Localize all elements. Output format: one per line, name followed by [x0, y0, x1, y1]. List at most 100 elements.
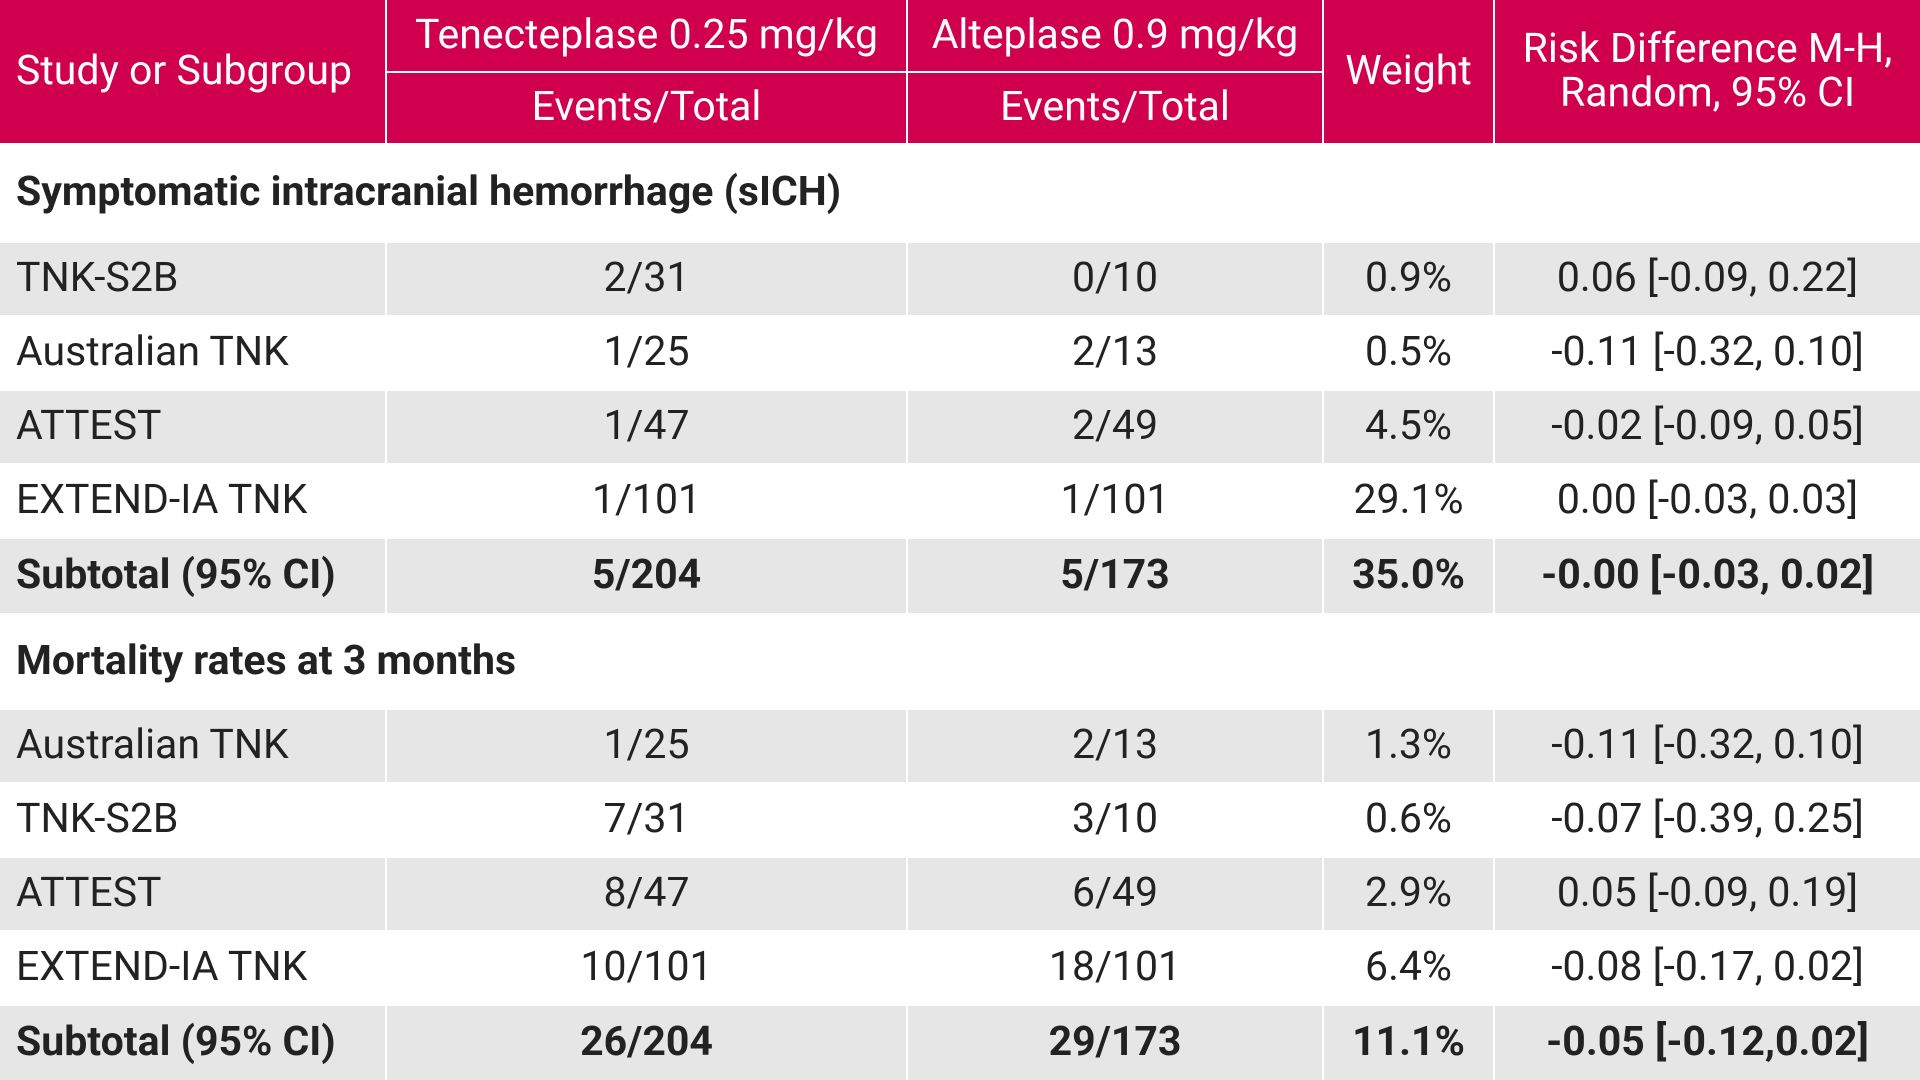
table-cell: EXTEND-IA TNK — [0, 465, 385, 537]
cell-text: TNK-S2B — [16, 795, 179, 844]
cell-text: -0.07 [-0.39, 0.25] — [1551, 795, 1864, 844]
cell-text: EXTEND-IA TNK — [16, 476, 308, 525]
table-cell: TNK-S2B — [0, 784, 385, 856]
table-cell: 0.9% — [1324, 243, 1493, 315]
cell-text: 3/10 — [1071, 795, 1159, 844]
cell-text: -0.00 [-0.03, 0.02] — [1541, 551, 1874, 600]
cell-text: Australian TNK — [16, 328, 289, 377]
header-cell: Events/Total — [908, 73, 1322, 143]
cell-text: 0.05 [-0.09, 0.19] — [1556, 869, 1859, 918]
section-title: Mortality rates at 3 months — [0, 613, 1920, 710]
section-title: Symptomatic intracranial hemorrhage (sIC… — [0, 143, 1920, 243]
table-cell: 1/101 — [908, 465, 1322, 537]
subtotal-cell: 29/173 — [908, 1006, 1322, 1080]
table-cell: -0.02 [-0.09, 0.05] — [1495, 391, 1920, 463]
table-cell: 2.9% — [1324, 858, 1493, 930]
table-cell: 0.05 [-0.09, 0.19] — [1495, 858, 1920, 930]
table-cell: 18/101 — [908, 932, 1322, 1004]
cell-text: 7/31 — [603, 795, 690, 844]
cell-text: 6.4% — [1365, 943, 1452, 992]
cell-text: TNK-S2B — [16, 254, 179, 303]
cell-text: 8/47 — [603, 869, 690, 918]
table-cell: 8/47 — [387, 858, 906, 930]
cell-text: 5/173 — [1060, 551, 1170, 600]
table-cell: 4.5% — [1324, 391, 1493, 463]
cell-text: 0.00 [-0.03, 0.03] — [1556, 476, 1859, 525]
table-cell: -0.07 [-0.39, 0.25] — [1495, 784, 1920, 856]
subtotal-cell: 5/204 — [387, 539, 906, 613]
header-text: Events/Total — [531, 83, 762, 132]
header-text: Risk Difference M-H, — [1522, 25, 1893, 74]
subtotal-cell: Subtotal (95% CI) — [0, 1006, 385, 1080]
cell-text: 5/204 — [591, 551, 702, 600]
table-cell: ATTEST — [0, 391, 385, 463]
cell-text: 2/13 — [1071, 328, 1159, 377]
table-cell: 1/25 — [387, 317, 906, 389]
table-cell: 1/47 — [387, 391, 906, 463]
table-cell: 2/31 — [387, 243, 906, 315]
header-cell: Tenecteplase 0.25 mg/kg — [387, 0, 906, 71]
header-text: Tenecteplase 0.25 mg/kg — [415, 10, 878, 59]
cell-text: 1/101 — [1060, 476, 1170, 525]
table-cell: EXTEND-IA TNK — [0, 932, 385, 1004]
cell-text: Subtotal (95% CI) — [16, 1018, 336, 1067]
cell-text: 18/101 — [1048, 943, 1182, 992]
cell-text: EXTEND-IA TNK — [16, 943, 308, 992]
cell-text: 1.3% — [1365, 721, 1452, 770]
header-text: Random, 95% CI — [1559, 68, 1856, 117]
subtotal-cell: 35.0% — [1324, 539, 1493, 613]
subtotal-cell: 5/173 — [908, 539, 1322, 613]
cell-text: 2/13 — [1071, 721, 1159, 770]
cell-text: 6/49 — [1071, 869, 1159, 918]
table-cell: 0.5% — [1324, 317, 1493, 389]
table-cell: 1.3% — [1324, 710, 1493, 782]
header-text: Study or Subgroup — [16, 46, 352, 95]
table-cell: TNK-S2B — [0, 243, 385, 315]
table-cell: 3/10 — [908, 784, 1322, 856]
cell-text: 29.1% — [1353, 476, 1464, 525]
cell-text: 10/101 — [580, 943, 713, 992]
table-cell: 2/13 — [908, 317, 1322, 389]
cell-text: 1/47 — [603, 402, 690, 451]
table-cell: Australian TNK — [0, 317, 385, 389]
cell-text: 0.5% — [1365, 328, 1452, 377]
table-cell: -0.08 [-0.17, 0.02] — [1495, 932, 1920, 1004]
cell-text: Australian TNK — [16, 721, 289, 770]
table-cell: 1/101 — [387, 465, 906, 537]
header-cell: Study or Subgroup — [0, 0, 385, 143]
table-cell: 10/101 — [387, 932, 906, 1004]
table-cell: -0.11 [-0.32, 0.10] — [1495, 317, 1920, 389]
table-cell: 2/13 — [908, 710, 1322, 782]
cell-text: 29/173 — [1048, 1018, 1182, 1067]
cell-text: -0.08 [-0.17, 0.02] — [1551, 943, 1864, 992]
section-title-text: Symptomatic intracranial hemorrhage (sIC… — [16, 168, 842, 217]
cell-text: ATTEST — [16, 402, 162, 451]
header-text: Weight — [1345, 46, 1472, 95]
subtotal-cell: 11.1% — [1324, 1006, 1493, 1080]
subtotal-cell: -0.00 [-0.03, 0.02] — [1495, 539, 1920, 613]
table-cell: 1/25 — [387, 710, 906, 782]
table-cell: 2/49 — [908, 391, 1322, 463]
cell-text: Subtotal (95% CI) — [16, 551, 336, 600]
cell-text: -0.11 [-0.32, 0.10] — [1551, 721, 1864, 770]
table-cell: 7/31 — [387, 784, 906, 856]
cell-text: 26/204 — [580, 1018, 713, 1067]
cell-text: 0.6% — [1365, 795, 1452, 844]
table-cell: 0.00 [-0.03, 0.03] — [1495, 465, 1920, 537]
table-cell: Australian TNK — [0, 710, 385, 782]
subtotal-cell: -0.05 [-0.12,0.02] — [1495, 1006, 1920, 1080]
cell-text: ATTEST — [16, 869, 162, 918]
header-cell: Alteplase 0.9 mg/kg — [908, 0, 1322, 71]
table-cell: 0.06 [-0.09, 0.22] — [1495, 243, 1920, 315]
cell-text: 0.06 [-0.09, 0.22] — [1556, 254, 1859, 303]
header-cell: Weight — [1324, 0, 1493, 143]
table-cell: 0/10 — [908, 243, 1322, 315]
cell-text: 1/101 — [591, 476, 702, 525]
header-cell: Events/Total — [387, 73, 906, 143]
cell-text: 11.1% — [1352, 1018, 1465, 1067]
cell-text: 2.9% — [1365, 869, 1452, 918]
header-text: Alteplase 0.9 mg/kg — [931, 10, 1299, 59]
table-cell: 6/49 — [908, 858, 1322, 930]
cell-text: -0.02 [-0.09, 0.05] — [1551, 402, 1864, 451]
